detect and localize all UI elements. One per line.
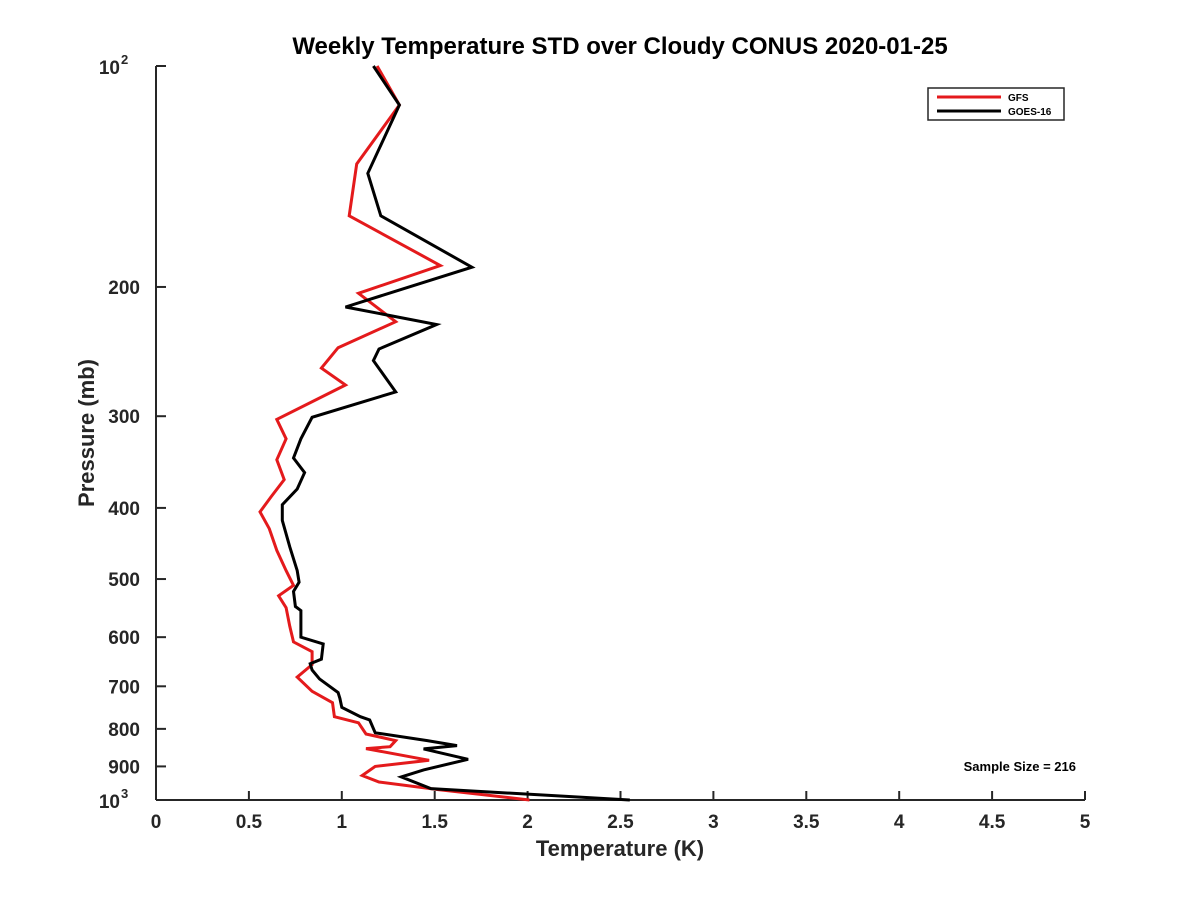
x-tick-label: 2 xyxy=(522,812,533,833)
y-tick-label: 900 xyxy=(108,757,140,778)
legend-box xyxy=(927,87,1065,121)
x-tick-label: 1.5 xyxy=(421,812,448,833)
series-line-gfs xyxy=(258,65,530,802)
legend: GFS GOES-16 xyxy=(927,87,1065,121)
x-axis: 0 0.5 1 1.5 2 2.5 3 3.5 4 4.5 5 xyxy=(151,791,1091,833)
y-tick-label: 300 xyxy=(108,407,140,428)
plot-area xyxy=(155,66,1085,801)
x-tick-label: 4 xyxy=(894,812,905,833)
y-tick-label: 700 xyxy=(108,677,140,698)
x-tick-label: 3.5 xyxy=(793,812,820,833)
y-tick-label: 10 xyxy=(99,792,120,813)
chart-title: Weekly Temperature STD over Cloudy CONUS… xyxy=(292,33,947,60)
y-tick-label: 600 xyxy=(108,628,140,649)
y-tick-label: 200 xyxy=(108,278,140,299)
y-tick-label: 500 xyxy=(108,570,140,591)
y-tick-exponent: 2 xyxy=(121,52,128,67)
x-tick-label: 3 xyxy=(708,812,719,833)
x-tick-label: 1 xyxy=(337,812,348,833)
x-axis-label: Temperature (K) xyxy=(536,836,704,861)
x-tick-label: 2.5 xyxy=(607,812,634,833)
x-tick-label: 0 xyxy=(151,812,162,833)
y-axis-label: Pressure (mb) xyxy=(74,359,99,507)
y-tick-label: 10 xyxy=(99,58,120,79)
series-line-goes-16 xyxy=(280,65,630,802)
y-tick-label: 400 xyxy=(108,499,140,520)
x-tick-label: 4.5 xyxy=(979,812,1006,833)
x-tick-label: 0.5 xyxy=(236,812,263,833)
x-tick-label: 5 xyxy=(1080,812,1091,833)
series-layer xyxy=(258,65,630,802)
legend-label: GOES-16 xyxy=(1008,107,1052,118)
y-tick-exponent: 3 xyxy=(121,786,128,801)
legend-label: GFS xyxy=(1008,93,1029,104)
y-tick-label: 800 xyxy=(108,720,140,741)
sample-size-annotation: Sample Size = 216 xyxy=(964,759,1076,774)
